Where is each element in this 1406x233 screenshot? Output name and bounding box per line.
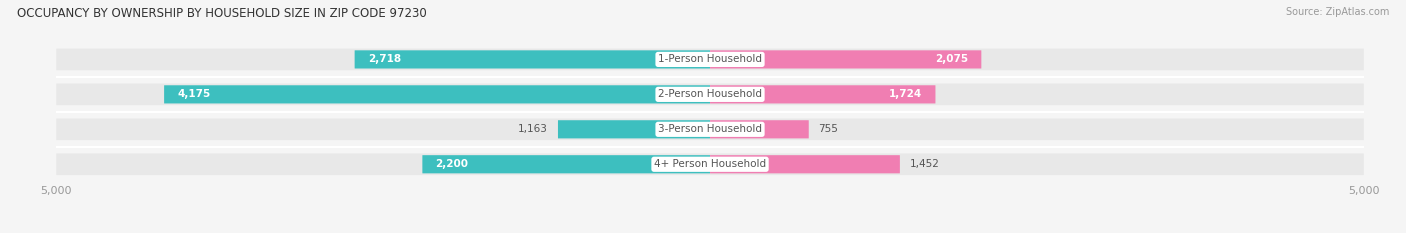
FancyBboxPatch shape <box>56 118 1364 140</box>
Text: Source: ZipAtlas.com: Source: ZipAtlas.com <box>1285 7 1389 17</box>
FancyBboxPatch shape <box>56 84 1364 105</box>
Text: 1-Person Household: 1-Person Household <box>658 55 762 64</box>
Text: 755: 755 <box>818 124 838 134</box>
FancyBboxPatch shape <box>710 155 900 173</box>
FancyBboxPatch shape <box>558 120 710 138</box>
FancyBboxPatch shape <box>56 154 1364 175</box>
Text: 2,075: 2,075 <box>935 55 969 64</box>
FancyBboxPatch shape <box>165 85 710 103</box>
Text: 4+ Person Household: 4+ Person Household <box>654 159 766 169</box>
Text: 1,163: 1,163 <box>519 124 548 134</box>
FancyBboxPatch shape <box>354 50 710 69</box>
Text: 1,724: 1,724 <box>889 89 922 99</box>
Text: 3-Person Household: 3-Person Household <box>658 124 762 134</box>
FancyBboxPatch shape <box>710 120 808 138</box>
Text: 1,452: 1,452 <box>910 159 939 169</box>
FancyBboxPatch shape <box>422 155 710 173</box>
Text: 2-Person Household: 2-Person Household <box>658 89 762 99</box>
FancyBboxPatch shape <box>56 49 1364 70</box>
FancyBboxPatch shape <box>710 85 935 103</box>
Text: 2,200: 2,200 <box>436 159 468 169</box>
Text: OCCUPANCY BY OWNERSHIP BY HOUSEHOLD SIZE IN ZIP CODE 97230: OCCUPANCY BY OWNERSHIP BY HOUSEHOLD SIZE… <box>17 7 426 20</box>
Text: 2,718: 2,718 <box>368 55 401 64</box>
Text: 4,175: 4,175 <box>177 89 211 99</box>
FancyBboxPatch shape <box>710 50 981 69</box>
